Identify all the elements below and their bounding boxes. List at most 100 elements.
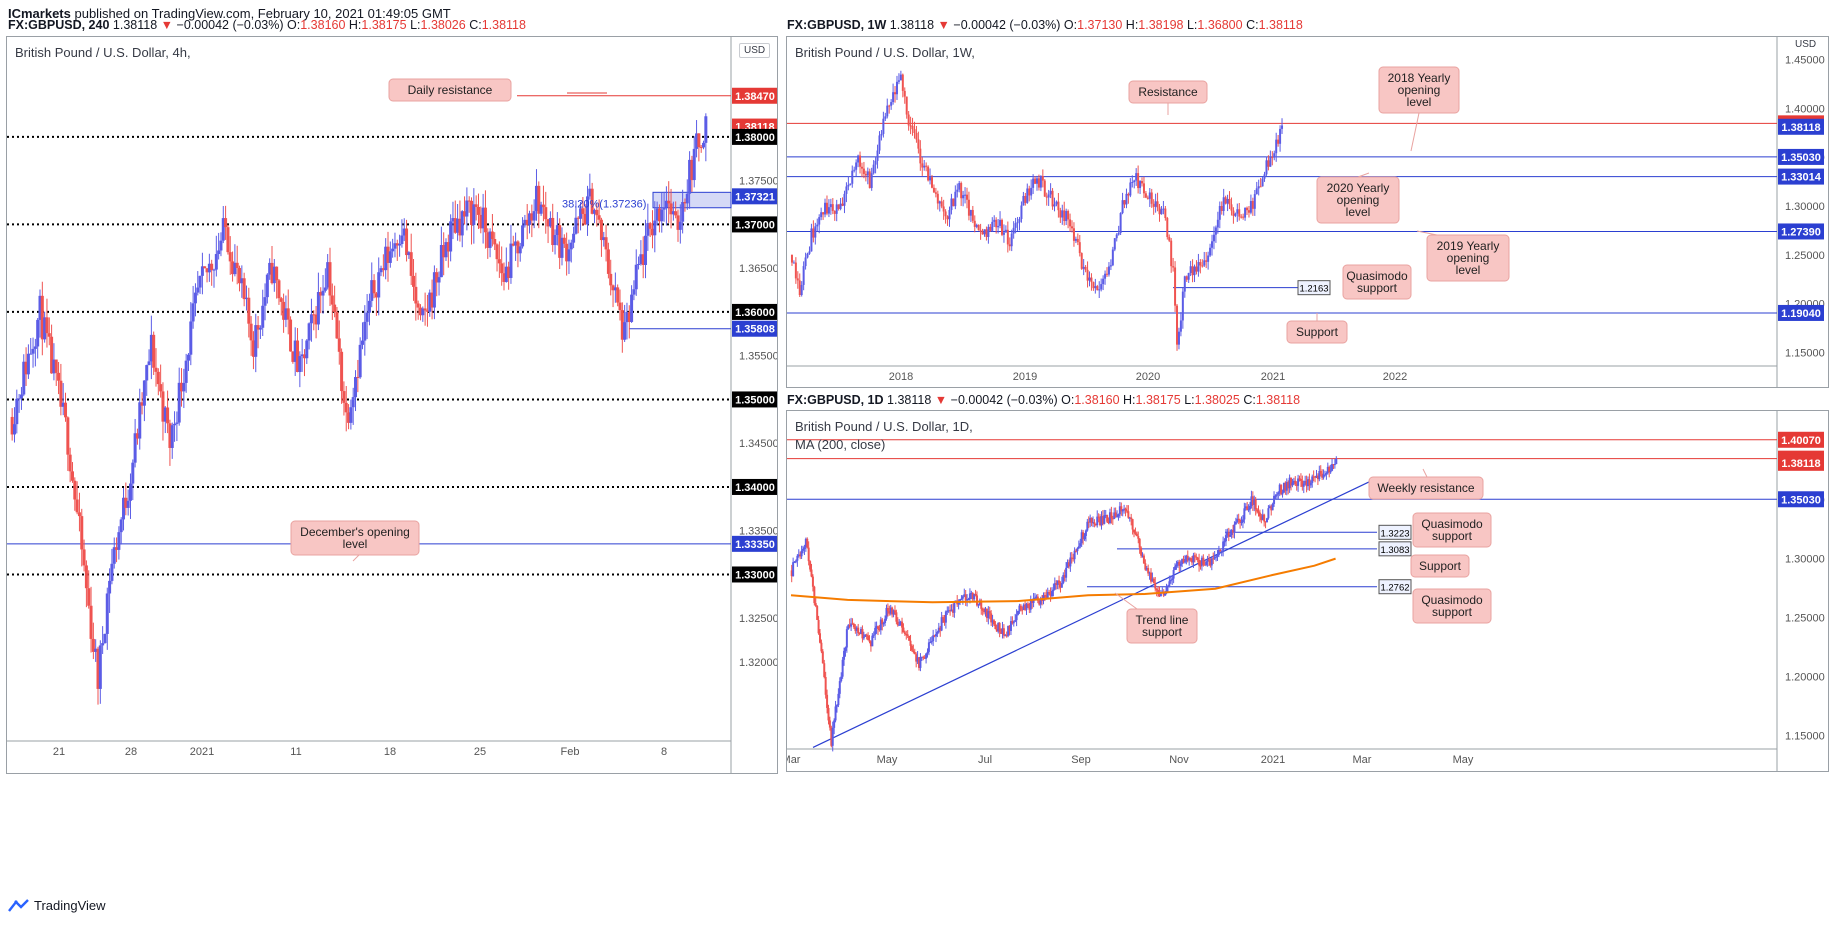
d1-candle	[1069, 552, 1072, 572]
d1-candle-body	[1205, 561, 1208, 565]
h4-x-tick: 8	[661, 746, 667, 758]
w1-candle	[1181, 287, 1184, 329]
d1-price: 1.38118	[887, 393, 932, 407]
h4-currency-label[interactable]: USD	[739, 43, 771, 58]
h4-candle	[676, 209, 680, 242]
h4-symbol[interactable]: FX:GBPUSD, 240	[8, 18, 110, 32]
w1-candle	[1074, 236, 1077, 244]
w1-chart-svg[interactable]: 1.21631.150001.200001.250001.300001.3500…	[787, 37, 1828, 387]
h4-chart-svg[interactable]: 38.20%(1.37236)1.320001.325001.330001.33…	[7, 37, 777, 773]
w1-price: 1.38118	[889, 18, 935, 32]
w1-candle	[1195, 260, 1198, 275]
h4-candle	[579, 201, 583, 231]
h4-candle	[249, 316, 253, 356]
h4-candle-body	[263, 297, 267, 306]
d1-candle	[1063, 569, 1066, 582]
w1-candle	[1024, 192, 1027, 206]
h4-candle-body	[572, 233, 576, 243]
h4-candle	[428, 289, 432, 317]
w1-candle	[1279, 125, 1282, 152]
h4-candle-body	[154, 367, 158, 372]
h4-candle-body	[177, 382, 181, 423]
h4-candle-body	[217, 250, 221, 255]
author-name[interactable]: ICmarkets	[8, 6, 71, 21]
d1-chart-svg[interactable]: 1.32231.30831.27621.150001.200001.250001…	[787, 411, 1828, 771]
d1-candle	[1017, 610, 1020, 616]
d1-candle-body	[1240, 521, 1243, 523]
d1-candle	[903, 630, 906, 636]
h4-candle-body	[156, 371, 160, 385]
d1-candle	[1002, 624, 1005, 639]
d1-symbol[interactable]: FX:GBPUSD, 1D	[787, 393, 884, 407]
h4-candle-body	[302, 354, 306, 359]
w1-candle-body	[1006, 229, 1009, 245]
h4-candle	[152, 331, 156, 376]
d1-candle	[990, 610, 993, 626]
h4-candle	[532, 199, 536, 229]
d1-candle-body	[1316, 475, 1319, 480]
d1-candle	[1240, 516, 1243, 526]
w1-candle	[1148, 188, 1151, 207]
d1-candle-body	[1270, 506, 1273, 511]
d1-candle	[1227, 527, 1230, 542]
h4-candle-body	[678, 221, 682, 230]
w1-candle	[1177, 327, 1180, 350]
h4-candle	[488, 228, 492, 258]
d1-candle-body	[1307, 479, 1310, 487]
w1-candle	[1154, 193, 1157, 213]
h4-candle	[354, 370, 358, 412]
w1-candle-body	[890, 102, 893, 106]
w1-candle	[1174, 261, 1177, 312]
w1-chart-panel[interactable]: British Pound / U.S. Dollar, 1W, 1.2163 1…	[786, 36, 1829, 388]
d1-candle-body	[1297, 478, 1300, 486]
w1-candle-body	[985, 229, 988, 238]
d1-candle	[1261, 509, 1264, 521]
d1-candle-body	[1009, 621, 1012, 631]
h4-price-label: 1.37321	[735, 191, 775, 203]
d1-candle	[1130, 513, 1133, 526]
d1-candle	[1086, 518, 1089, 532]
d1-candle	[891, 606, 894, 618]
h4-candle-body	[258, 327, 262, 330]
d1-chart-panel[interactable]: British Pound / U.S. Dollar, 1D, MA (200…	[786, 410, 1829, 772]
w1-candle	[1199, 259, 1202, 274]
h4-candle	[388, 241, 392, 268]
w1-candle-body	[1028, 188, 1031, 196]
d1-candle	[1282, 482, 1285, 493]
h4-candle-body	[435, 272, 439, 283]
w1-candle	[1263, 171, 1266, 182]
w1-candle-body	[849, 183, 852, 185]
d1-candle	[977, 603, 980, 609]
d1-candle-body	[991, 620, 994, 623]
d1-candle	[997, 622, 1000, 634]
h4-candle-body	[117, 532, 121, 550]
h4-candle	[347, 404, 351, 430]
h4-candle	[80, 508, 84, 567]
d1-candle-body	[1295, 484, 1298, 486]
tradingview-footer[interactable]: TradingView	[8, 898, 106, 913]
d1-candle-body	[1066, 562, 1069, 568]
h4-candle-body	[653, 220, 657, 236]
w1-candle-body	[892, 92, 895, 103]
h4-y-tick: 1.32000	[739, 657, 777, 669]
w1-candle	[1142, 176, 1145, 198]
w1-candle	[1141, 177, 1144, 187]
w1-symbol[interactable]: FX:GBPUSD, 1W	[787, 18, 887, 32]
h4-candle	[258, 325, 262, 339]
h4-candle-body	[456, 218, 460, 233]
h4-candle	[644, 219, 648, 279]
d1-candle	[992, 618, 995, 626]
d1-candle	[1007, 625, 1010, 638]
d1-candle	[1304, 475, 1307, 486]
h4-candle-body	[423, 308, 427, 311]
w1-candle	[1022, 191, 1025, 206]
w1-candle	[1065, 208, 1068, 226]
d1-candle	[1145, 566, 1148, 572]
w1-candle-body	[903, 90, 906, 97]
d1-candle-body	[1008, 625, 1011, 631]
h4-candle	[12, 407, 16, 443]
h4-chart-panel[interactable]: British Pound / U.S. Dollar, 4h, USD 38.…	[6, 36, 778, 774]
h4-candle-body	[337, 338, 341, 352]
w1-candle	[1037, 174, 1040, 191]
h4-candle-body	[507, 266, 511, 278]
